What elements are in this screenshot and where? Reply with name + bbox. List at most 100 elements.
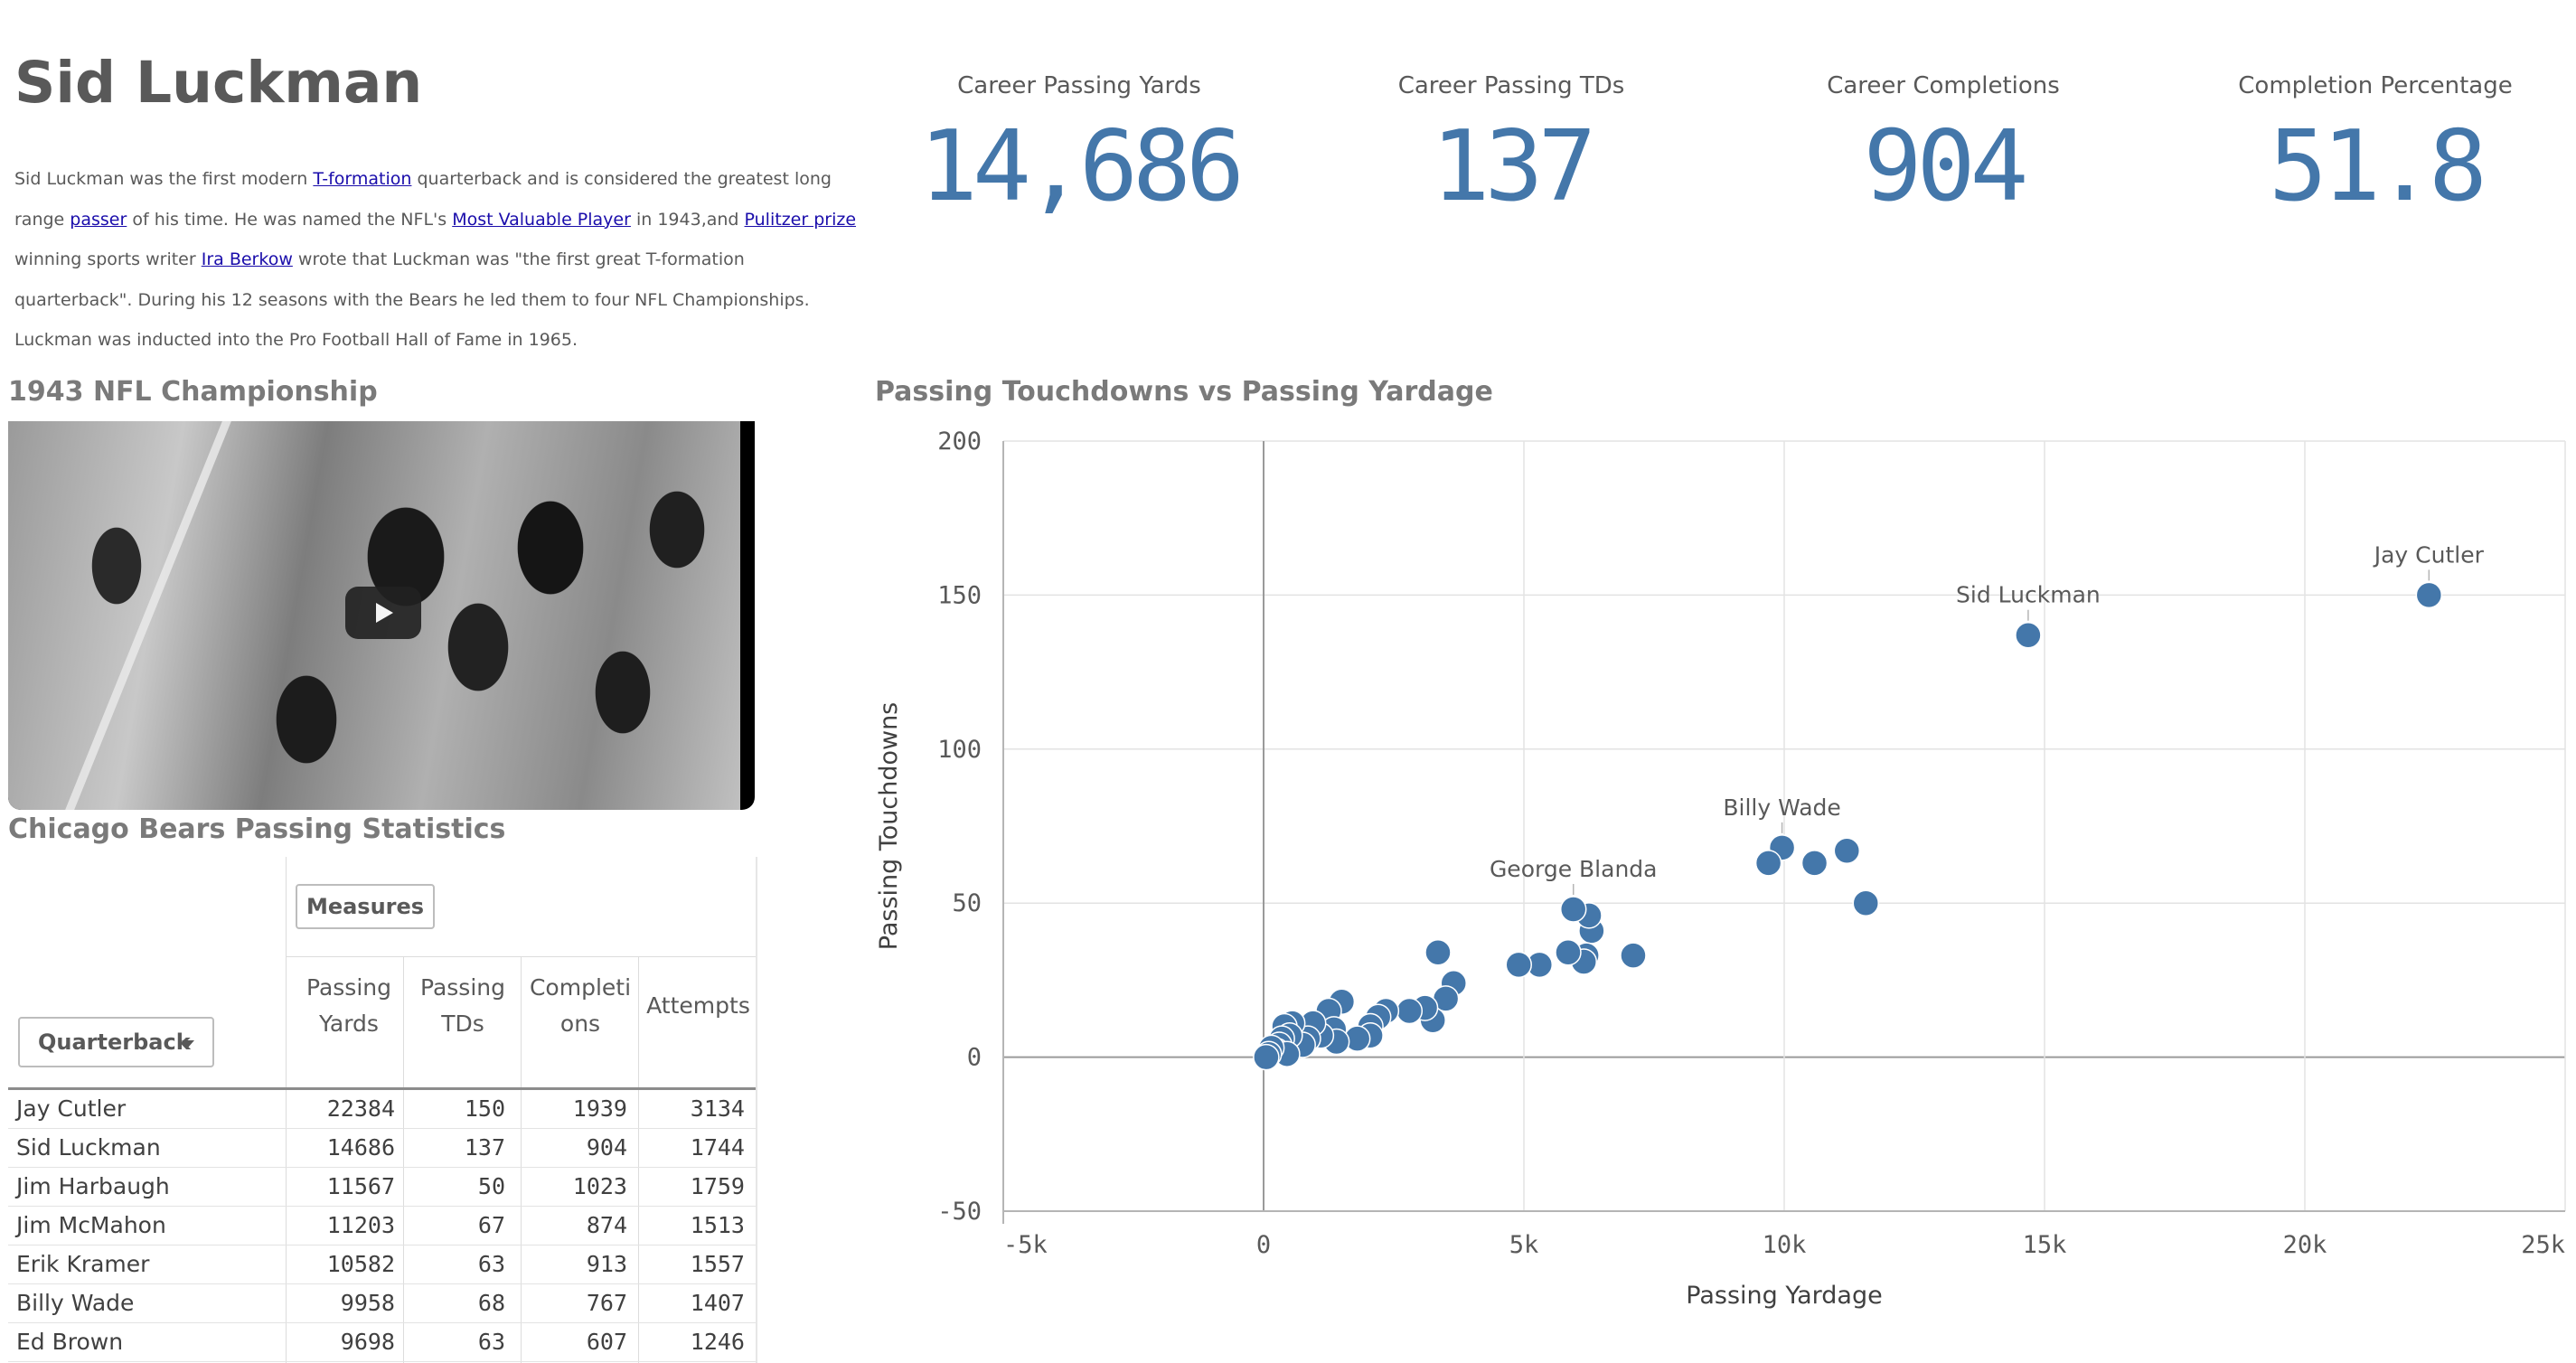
cell-yards: 14686 — [326, 1134, 395, 1161]
data-point[interactable] — [1555, 938, 1582, 966]
cell-yards: 11567 — [326, 1173, 395, 1199]
cell-quarterback: Sid Luckman — [16, 1134, 161, 1161]
cell-quarterback: Ed Brown — [16, 1329, 124, 1355]
cell-yards: 22384 — [326, 1095, 395, 1122]
cell-yards: 9958 — [340, 1290, 395, 1316]
x-tick-label: 0 — [1256, 1231, 1271, 1259]
y-tick-label: 100 — [937, 736, 982, 764]
cell-att: 1407 — [690, 1290, 745, 1316]
cell-att: 1759 — [690, 1173, 745, 1199]
cell-quarterback: Jay Cutler — [16, 1095, 127, 1122]
scatter-chart[interactable]: -50 0 50 100 150 200 -5k 0 5k 10k 15k 20k 25k Passing… — [868, 416, 2576, 1363]
bio-text: in 1943,and — [630, 209, 745, 230]
cell-tds: 50 — [477, 1173, 505, 1199]
kpi-label-passing-yards: Career Passing Yards — [957, 72, 1201, 99]
play-button[interactable] — [345, 587, 421, 639]
kpi-label-passing-tds: Career Passing TDs — [1397, 72, 1625, 99]
cell-yards: 11203 — [326, 1212, 395, 1238]
table-title: Chicago Bears Passing Statistics — [8, 813, 506, 845]
table-row[interactable]: Jim McMahon 11203 67 874 1513 — [8, 1207, 756, 1246]
data-point[interactable] — [2415, 581, 2443, 609]
data-point[interactable] — [1505, 951, 1532, 979]
cell-tds: 63 — [477, 1329, 505, 1355]
kpi-value-completion-pct: 51.8 — [2268, 110, 2487, 223]
caret-down-icon — [182, 1040, 194, 1048]
header-rule — [8, 1087, 756, 1090]
video-title: 1943 NFL Championship — [8, 376, 378, 408]
kpi-value-completions: 904 — [1863, 110, 2028, 223]
column-header-passing-yards[interactable]: Passing Yards — [306, 974, 391, 1037]
x-tick-label: 25k — [2521, 1231, 2565, 1259]
cell-att: 1513 — [690, 1212, 745, 1238]
bio-link[interactable]: T-formation — [313, 169, 412, 189]
data-point[interactable] — [1852, 889, 1880, 916]
cell-quarterback: Erik Kramer — [16, 1251, 150, 1277]
cell-tds: 68 — [477, 1290, 505, 1316]
header-divider — [287, 956, 756, 957]
x-tick-label: -5k — [1003, 1231, 1048, 1259]
stats-table: Measures Quarterback Passing Yards Passin… — [8, 857, 757, 1363]
video-player[interactable] — [8, 421, 755, 810]
table-row[interactable]: Billy Wade 9958 68 767 1407 — [8, 1284, 756, 1323]
cell-comp: 767 — [586, 1290, 627, 1316]
column-header-completions[interactable]: Completi ons — [529, 974, 632, 1037]
x-tick-label: 20k — [2283, 1231, 2327, 1259]
table-row[interactable]: Jay Cutler 22384 150 1939 3134 — [8, 1090, 756, 1129]
cell-tds: 150 — [464, 1095, 505, 1122]
kpi-value-passing-tds: 137 — [1431, 110, 1596, 223]
cell-comp: 904 — [586, 1134, 627, 1161]
y-axis-title: Passing Touchdowns — [875, 702, 903, 951]
x-axis-title: Passing Yardage — [1686, 1282, 1882, 1310]
data-point[interactable] — [1800, 850, 1829, 877]
point-label: Sid Luckman — [1956, 582, 2101, 608]
measures-button[interactable]: Measures — [296, 884, 435, 929]
y-tick-label: -50 — [937, 1198, 982, 1226]
quarterback-dropdown[interactable]: Quarterback — [18, 1017, 214, 1067]
table-header: Measures Quarterback Passing Yards Passin… — [8, 857, 756, 1363]
cell-comp: 607 — [586, 1329, 627, 1355]
data-point[interactable] — [1424, 938, 1452, 966]
x-tick-label: 10k — [1763, 1231, 1807, 1259]
cell-quarterback: Billy Wade — [16, 1290, 135, 1316]
bio-link[interactable]: Pulitzer prize — [744, 209, 857, 230]
column-header-passing-tds[interactable]: Passing TDs — [420, 974, 505, 1037]
column-divider — [638, 956, 639, 1363]
cell-comp: 913 — [586, 1251, 627, 1277]
page-title: Sid Luckman — [14, 50, 423, 116]
cell-yards: 10582 — [326, 1251, 395, 1277]
cell-quarterback: Jim McMahon — [16, 1212, 166, 1238]
data-point[interactable] — [1754, 850, 1782, 877]
data-point[interactable] — [1253, 1043, 1280, 1071]
data-point[interactable] — [1620, 942, 1647, 969]
y-tick-label: 200 — [937, 428, 982, 456]
data-point[interactable] — [1396, 997, 1424, 1025]
chart-title: Passing Touchdowns vs Passing Yardage — [875, 376, 1493, 408]
table-row[interactable]: Ed Brown 9698 63 607 1246 — [8, 1323, 756, 1362]
bio-link[interactable]: Ira Berkow — [201, 249, 293, 269]
column-divider — [403, 956, 404, 1363]
cell-att: 1246 — [690, 1329, 745, 1355]
data-point[interactable] — [2015, 621, 2042, 649]
column-divider — [521, 956, 522, 1363]
point-label: George Blanda — [1490, 856, 1658, 882]
bio-link[interactable]: Most Valuable Player — [452, 209, 631, 230]
y-tick-label: 150 — [937, 581, 982, 609]
kpi-value-passing-yards: 14,686 — [918, 110, 1245, 223]
bio-text: quarterback and is considered the greate… — [14, 169, 832, 230]
cell-att: 1557 — [690, 1251, 745, 1277]
table-row[interactable]: Erik Kramer 10582 63 913 1557 — [8, 1246, 756, 1284]
cell-comp: 1939 — [572, 1095, 627, 1122]
bio-paragraph: Sid Luckman was the first modern T-forma… — [14, 159, 864, 361]
cell-att: 3134 — [690, 1095, 745, 1122]
table-row[interactable]: Jim Harbaugh 11567 50 1023 1759 — [8, 1168, 756, 1207]
column-header-attempts[interactable]: Attempts — [646, 992, 750, 1019]
point-label: Jay Cutler — [2373, 541, 2485, 568]
y-tick-label: 50 — [952, 889, 982, 917]
table-body: Jay Cutler 22384 150 1939 3134 Sid Luckman 146… — [8, 1090, 756, 1362]
play-icon — [376, 603, 393, 623]
bio-link[interactable]: passer — [70, 209, 127, 230]
cell-tds: 137 — [464, 1134, 505, 1161]
table-row[interactable]: Sid Luckman 14686 137 904 1744 — [8, 1129, 756, 1168]
data-point[interactable] — [1833, 837, 1861, 865]
data-point[interactable] — [1559, 896, 1587, 923]
